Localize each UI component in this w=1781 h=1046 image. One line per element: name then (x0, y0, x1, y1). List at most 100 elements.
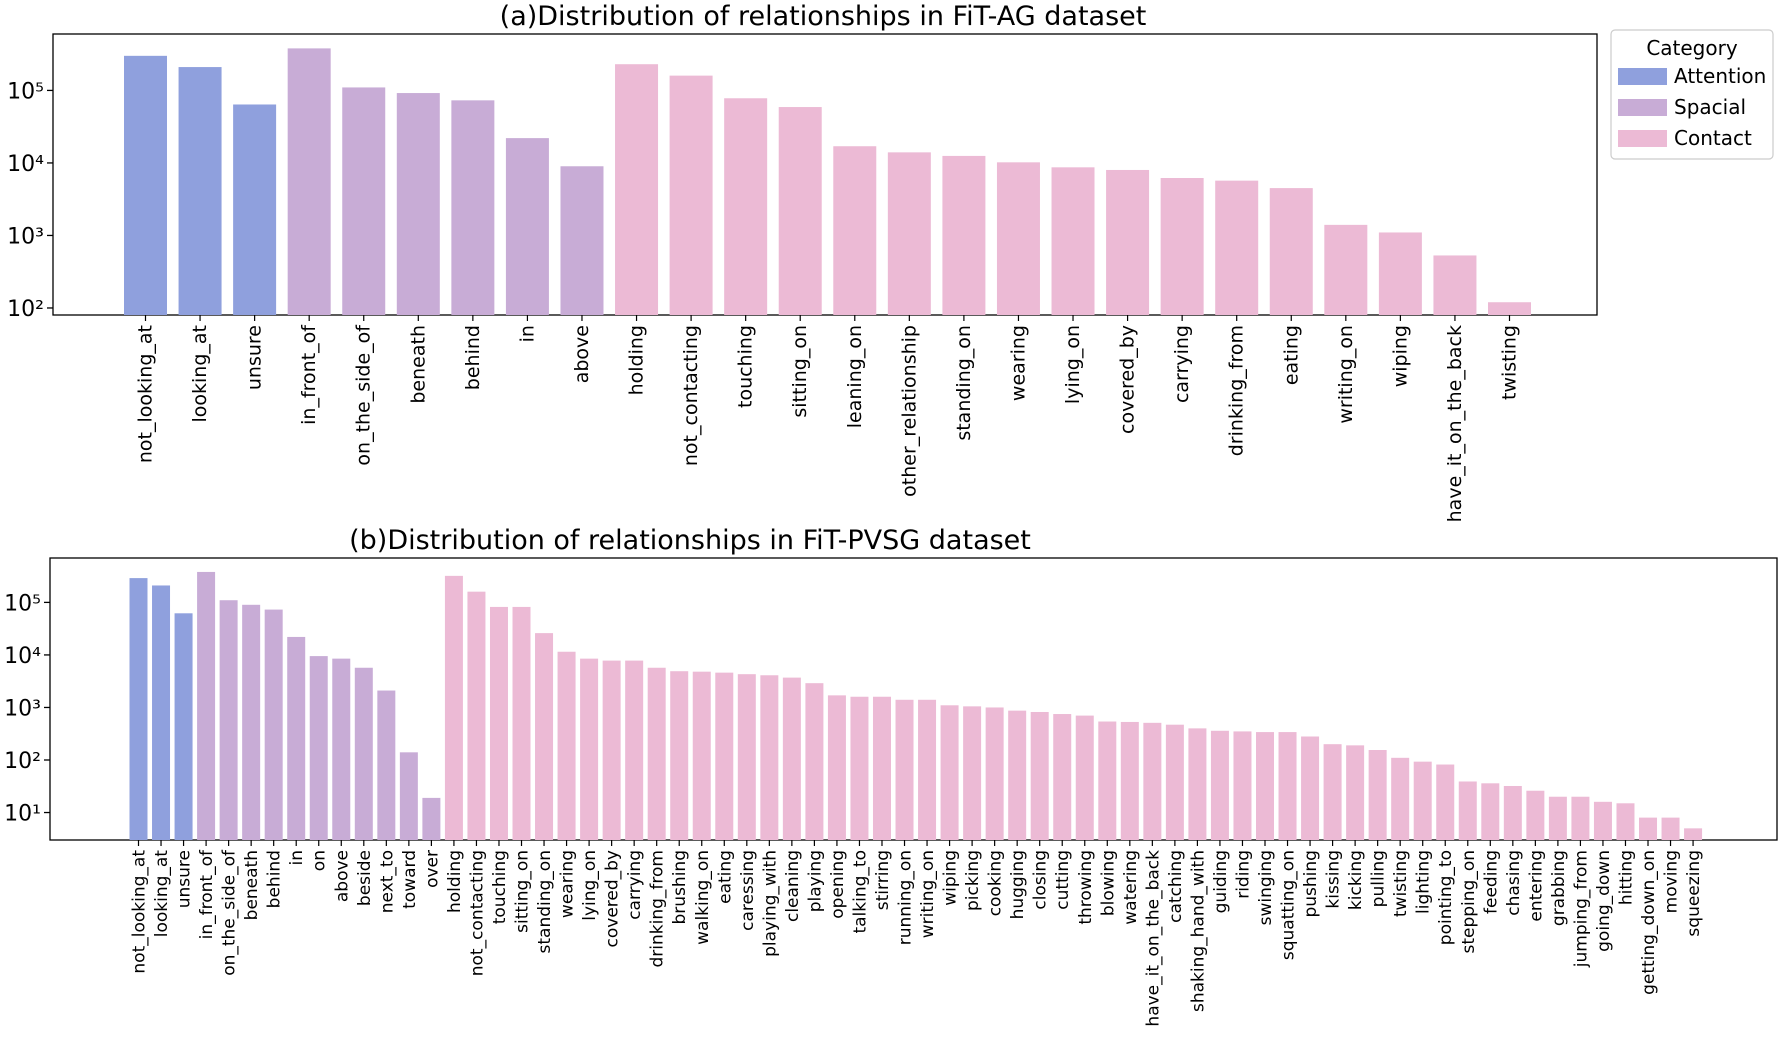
chart-ag-x-tick-label: touching (735, 325, 757, 408)
chart-pvsg-x-tick-label: wiping (941, 850, 961, 906)
chart-ag-x-tick-label: writing_on (1335, 325, 1357, 424)
chart-ag-x-tick-label: wearing (1007, 325, 1029, 401)
chart-ag-bar (1324, 224, 1368, 315)
chart-pvsg-bar (1481, 783, 1500, 840)
chart-pvsg-x-tick-label: beside (355, 850, 375, 906)
chart-pvsg-bar (1143, 722, 1162, 840)
chart-ag-x-tick-label: other_relationship (898, 325, 920, 497)
chart-pvsg-bar (1346, 745, 1365, 840)
chart-pvsg-bar (264, 609, 283, 840)
chart-pvsg-bar (332, 658, 351, 840)
chart-pvsg-x-tick-label: shaking_hand_with (1188, 850, 1208, 1012)
chart-ag-bar (615, 64, 659, 316)
chart-pvsg-bar (444, 575, 463, 840)
chart-ag-x-tick-label: above (571, 325, 593, 383)
chart-ag-x-tick-label: standing_on (953, 325, 975, 441)
chart-pvsg-bars (129, 571, 1703, 840)
chart-pvsg-x-tick-label: over (422, 850, 442, 888)
chart-pvsg-x-tick-label: on_the_side_of (220, 849, 240, 976)
chart-pvsg-bar (129, 578, 148, 840)
chart-pvsg-x-tick-label: pointing_to (1436, 850, 1456, 945)
chart-pvsg-x-tick-label: watering (1121, 850, 1141, 925)
chart-pvsg-bar (715, 672, 734, 840)
chart-pvsg-x-tick-label: riding (1233, 850, 1253, 899)
legend-swatch (1618, 68, 1667, 85)
chart-pvsg-x-tick-label: stepping_on (1459, 850, 1479, 954)
chart-pvsg-x-tick-label: have_it_on_the_back (1143, 850, 1163, 1027)
chart-pvsg-bar (782, 677, 801, 840)
chart-ag-x-axis: not_looking_at looking_at unsure in_front_o… (135, 315, 1521, 522)
chart-ag-y-axis: 10² 10³ 10⁴ 10⁵ (7, 79, 53, 322)
chart-pvsg-x-tick-label: cleaning (783, 850, 803, 922)
chart-pvsg-bar (1661, 817, 1680, 840)
legend-box (1610, 29, 1774, 160)
chart-ag-bar (1488, 302, 1531, 315)
chart-pvsg-x-tick-label: throwing (1076, 850, 1096, 925)
chart-pvsg-x-axis: not_looking_at looking_at unsure in_front_o… (130, 840, 1704, 1027)
chart-pvsg-bar (1413, 761, 1432, 840)
chart-ag-bar (942, 155, 986, 315)
chart-ag-x-tick-label: carrying (1171, 325, 1193, 403)
chart-ag-bar (451, 100, 495, 315)
chart-pvsg-x-tick-label: behind (265, 850, 285, 908)
chart-pvsg-bar (805, 683, 824, 840)
chart-pvsg-y-tick-label: 10⁴ (4, 644, 41, 669)
chart-pvsg-bar (760, 675, 779, 840)
chart-pvsg-bar (1571, 796, 1590, 840)
chart-pvsg-bar (1593, 801, 1612, 840)
chart-pvsg-x-tick-label: swinging (1256, 850, 1276, 925)
chart-pvsg-x-tick-label: catching (1166, 850, 1186, 923)
chart-ag-x-tick-label: not_contacting (680, 325, 702, 466)
legend-title: Category (1646, 36, 1738, 60)
chart-pvsg-bar (242, 604, 261, 840)
chart-ag-bar (1215, 180, 1259, 315)
chart-ag-bar (287, 48, 331, 315)
chart-pvsg-bar (1278, 732, 1297, 840)
chart-pvsg-bar (1391, 757, 1410, 840)
chart-pvsg-x-tick-label: opening (828, 850, 848, 919)
chart-ag-x-tick-label: twisting (1499, 325, 1521, 400)
chart-pvsg-bar (647, 667, 666, 840)
chart-ag-x-tick-label: covered_by (1117, 325, 1139, 434)
chart-pvsg-bar (940, 705, 959, 840)
chart-pvsg-x-tick-label: feeding (1481, 850, 1501, 914)
chart-pvsg-bar (174, 613, 193, 840)
chart-pvsg-x-tick-label: in_front_of (197, 849, 217, 939)
chart-ag-bar (342, 87, 386, 316)
chart-pvsg-bar (1684, 828, 1703, 840)
chart-pvsg-x-tick-label: kicking (1346, 850, 1366, 910)
chart-pvsg-x-tick-label: closing (1031, 850, 1051, 910)
chart-pvsg-x-tick-label: next_to (377, 850, 397, 913)
chart-ag-bar (887, 152, 931, 315)
chart-pvsg-bar (535, 633, 554, 840)
chart-pvsg-x-tick-label: brushing (670, 850, 690, 924)
chart-ag-bar (124, 55, 167, 315)
chart-pvsg-bar (918, 699, 937, 840)
chart-pvsg-bar (872, 696, 891, 840)
chart-ag-x-tick-label: lying_on (1062, 325, 1084, 404)
chart-pvsg-x-tick-label: chasing (1504, 850, 1524, 916)
chart-pvsg-x-tick-label: twisting (1391, 850, 1411, 917)
chart-ag-bar (996, 162, 1040, 315)
chart-pvsg-bar (1436, 764, 1455, 840)
chart-pvsg-bar (467, 591, 486, 840)
legend-swatch (1618, 99, 1667, 116)
chart-pvsg-bar (1030, 711, 1049, 840)
chart-pvsg-x-tick-label: not_looking_at (130, 850, 150, 974)
chart-pvsg-x-tick-label: caressing (738, 850, 758, 931)
chart-pvsg-bar (1503, 785, 1522, 840)
chart-ag-bar (1106, 169, 1150, 315)
chart-pvsg-bar (309, 656, 328, 840)
chart-pvsg-x-tick-label: entering (1526, 850, 1546, 922)
chart-pvsg-bar (197, 571, 216, 840)
chart-ag-bars (124, 48, 1531, 316)
chart-pvsg-bar (287, 636, 306, 840)
chart-pvsg-bar (602, 660, 621, 840)
chart-pvsg-bar (625, 660, 644, 840)
chart-pvsg-x-tick-label: sitting_on (513, 850, 533, 933)
chart-ag-bar (178, 67, 222, 316)
chart-ag-bar (724, 98, 768, 315)
chart-ag-bar (233, 104, 277, 315)
chart-pvsg-bar (1301, 736, 1320, 840)
